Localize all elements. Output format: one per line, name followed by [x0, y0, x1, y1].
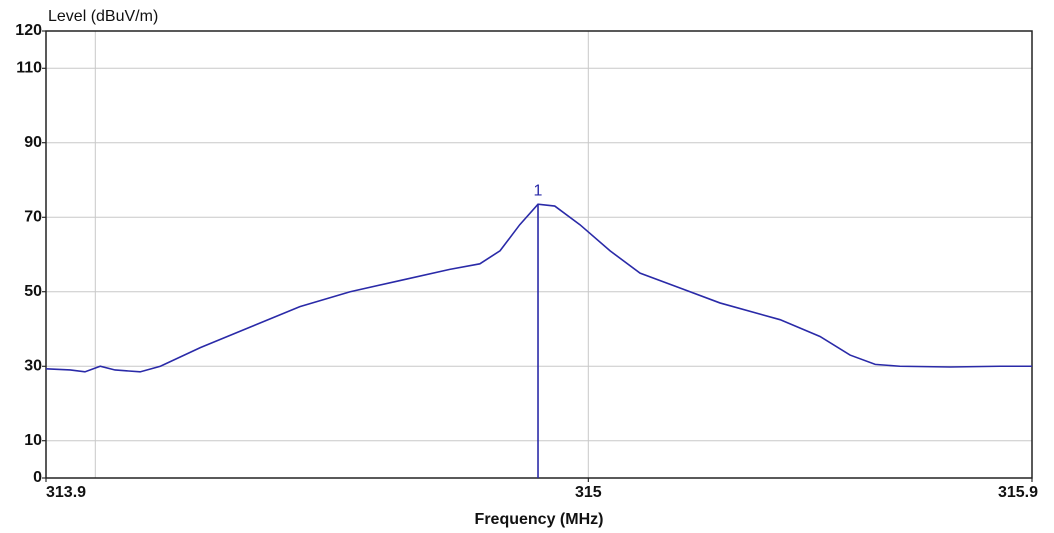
x-tick-label: 313.9 [46, 484, 86, 501]
x-tick-label: 315.9 [998, 484, 1038, 501]
y-tick-label: 50 [24, 283, 42, 300]
y-tick-label: 110 [16, 59, 42, 76]
y-axis-label: Level (dBuV/m) [48, 8, 158, 25]
y-tick-label: 120 [15, 22, 42, 39]
trace-line [45, 203, 1032, 373]
x-axis-label: Frequency (MHz) [475, 511, 604, 528]
y-tick-label: 0 [33, 469, 42, 486]
y-tick-label: 30 [24, 357, 42, 374]
y-tick-label: 90 [24, 134, 42, 151]
y-tick-label: 70 [24, 208, 42, 225]
x-tick-label: 315 [575, 484, 602, 501]
y-tick-label: 10 [24, 432, 42, 449]
plot-frame [45, 30, 1033, 479]
marker-label: 1 [534, 182, 543, 199]
